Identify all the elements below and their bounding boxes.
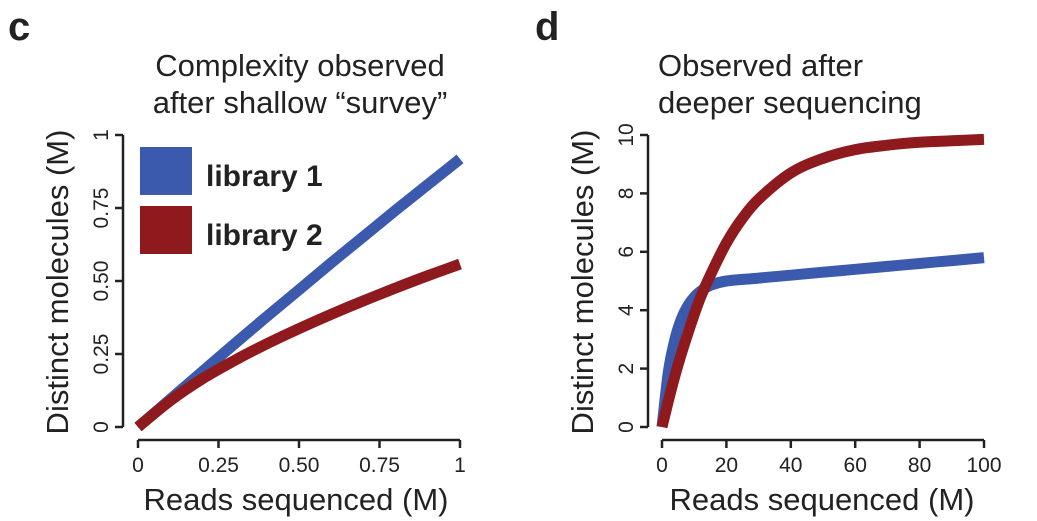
chart-c-ylabel: Distinct molecules (M) xyxy=(40,130,75,435)
chart-d-ytick-label: 8 xyxy=(615,188,638,200)
chart-d-ytick-label: 0 xyxy=(615,421,638,433)
chart-d-xtick-label: 20 xyxy=(715,454,738,477)
chart-c-xtick-label: 0 xyxy=(132,454,144,477)
chart-d-ytick-label: 10 xyxy=(615,123,638,146)
chart-c-legend: library 1 library 2 xyxy=(140,147,323,254)
legend-label-library-2: library 2 xyxy=(206,219,323,252)
chart-c-ytick-label: 1 xyxy=(90,129,113,141)
chart-c-ytick-label: 0.25 xyxy=(90,334,113,375)
chart-c-xlabel: Reads sequenced (M) xyxy=(144,482,449,517)
panel-letter-d: d xyxy=(535,5,559,49)
panel-c: c Complexity observed after shallow “sur… xyxy=(8,5,466,517)
chart-c-ytick-label: 0 xyxy=(90,421,113,433)
chart-d-title-line1: Observed after xyxy=(658,48,863,83)
legend-swatch-library-2 xyxy=(140,206,192,254)
chart-c-xtick-label: 0.75 xyxy=(359,454,400,477)
chart-c-ytick-label: 0.75 xyxy=(90,188,113,229)
chart-c-title-line2: after shallow “survey” xyxy=(153,85,448,120)
chart-d-series-line-library-2 xyxy=(656,133,985,429)
chart-c-xtick-label: 1 xyxy=(454,454,466,477)
chart-d-ytick-label: 4 xyxy=(615,304,638,316)
chart-c-series-line-library-2 xyxy=(134,258,462,432)
chart-c-xtick-label: 0.50 xyxy=(279,454,320,477)
chart-d-series-line-library-1 xyxy=(656,252,985,428)
chart-c-plot: 0 0.25 0.50 0.75 1 0 0.25 0.50 0.75 1 xyxy=(90,129,466,477)
chart-d-xtick-label: 60 xyxy=(844,454,867,477)
chart-d-ylabel: Distinct molecules (M) xyxy=(565,130,600,435)
chart-c-xtick-label: 0.25 xyxy=(198,454,239,477)
legend-swatch-library-1 xyxy=(140,147,192,195)
chart-c-ytick-label: 0.50 xyxy=(90,261,113,302)
chart-d-xlabel: Reads sequenced (M) xyxy=(670,482,975,517)
chart-d-xtick-label: 0 xyxy=(656,454,668,477)
chart-d-xtick-label: 80 xyxy=(908,454,931,477)
panel-d: d Observed after deeper sequencing 0 2 4 6 8… xyxy=(535,5,1002,517)
panel-letter-c: c xyxy=(8,5,30,49)
chart-d-xtick-label: 100 xyxy=(966,454,1001,477)
chart-d-ytick-label: 6 xyxy=(615,246,638,258)
chart-c-title-line1: Complexity observed xyxy=(155,48,444,83)
legend-label-library-1: library 1 xyxy=(206,160,323,193)
chart-d-ytick-label: 2 xyxy=(615,363,638,375)
chart-d-xtick-label: 40 xyxy=(779,454,802,477)
chart-d-title-line2: deeper sequencing xyxy=(658,85,922,120)
